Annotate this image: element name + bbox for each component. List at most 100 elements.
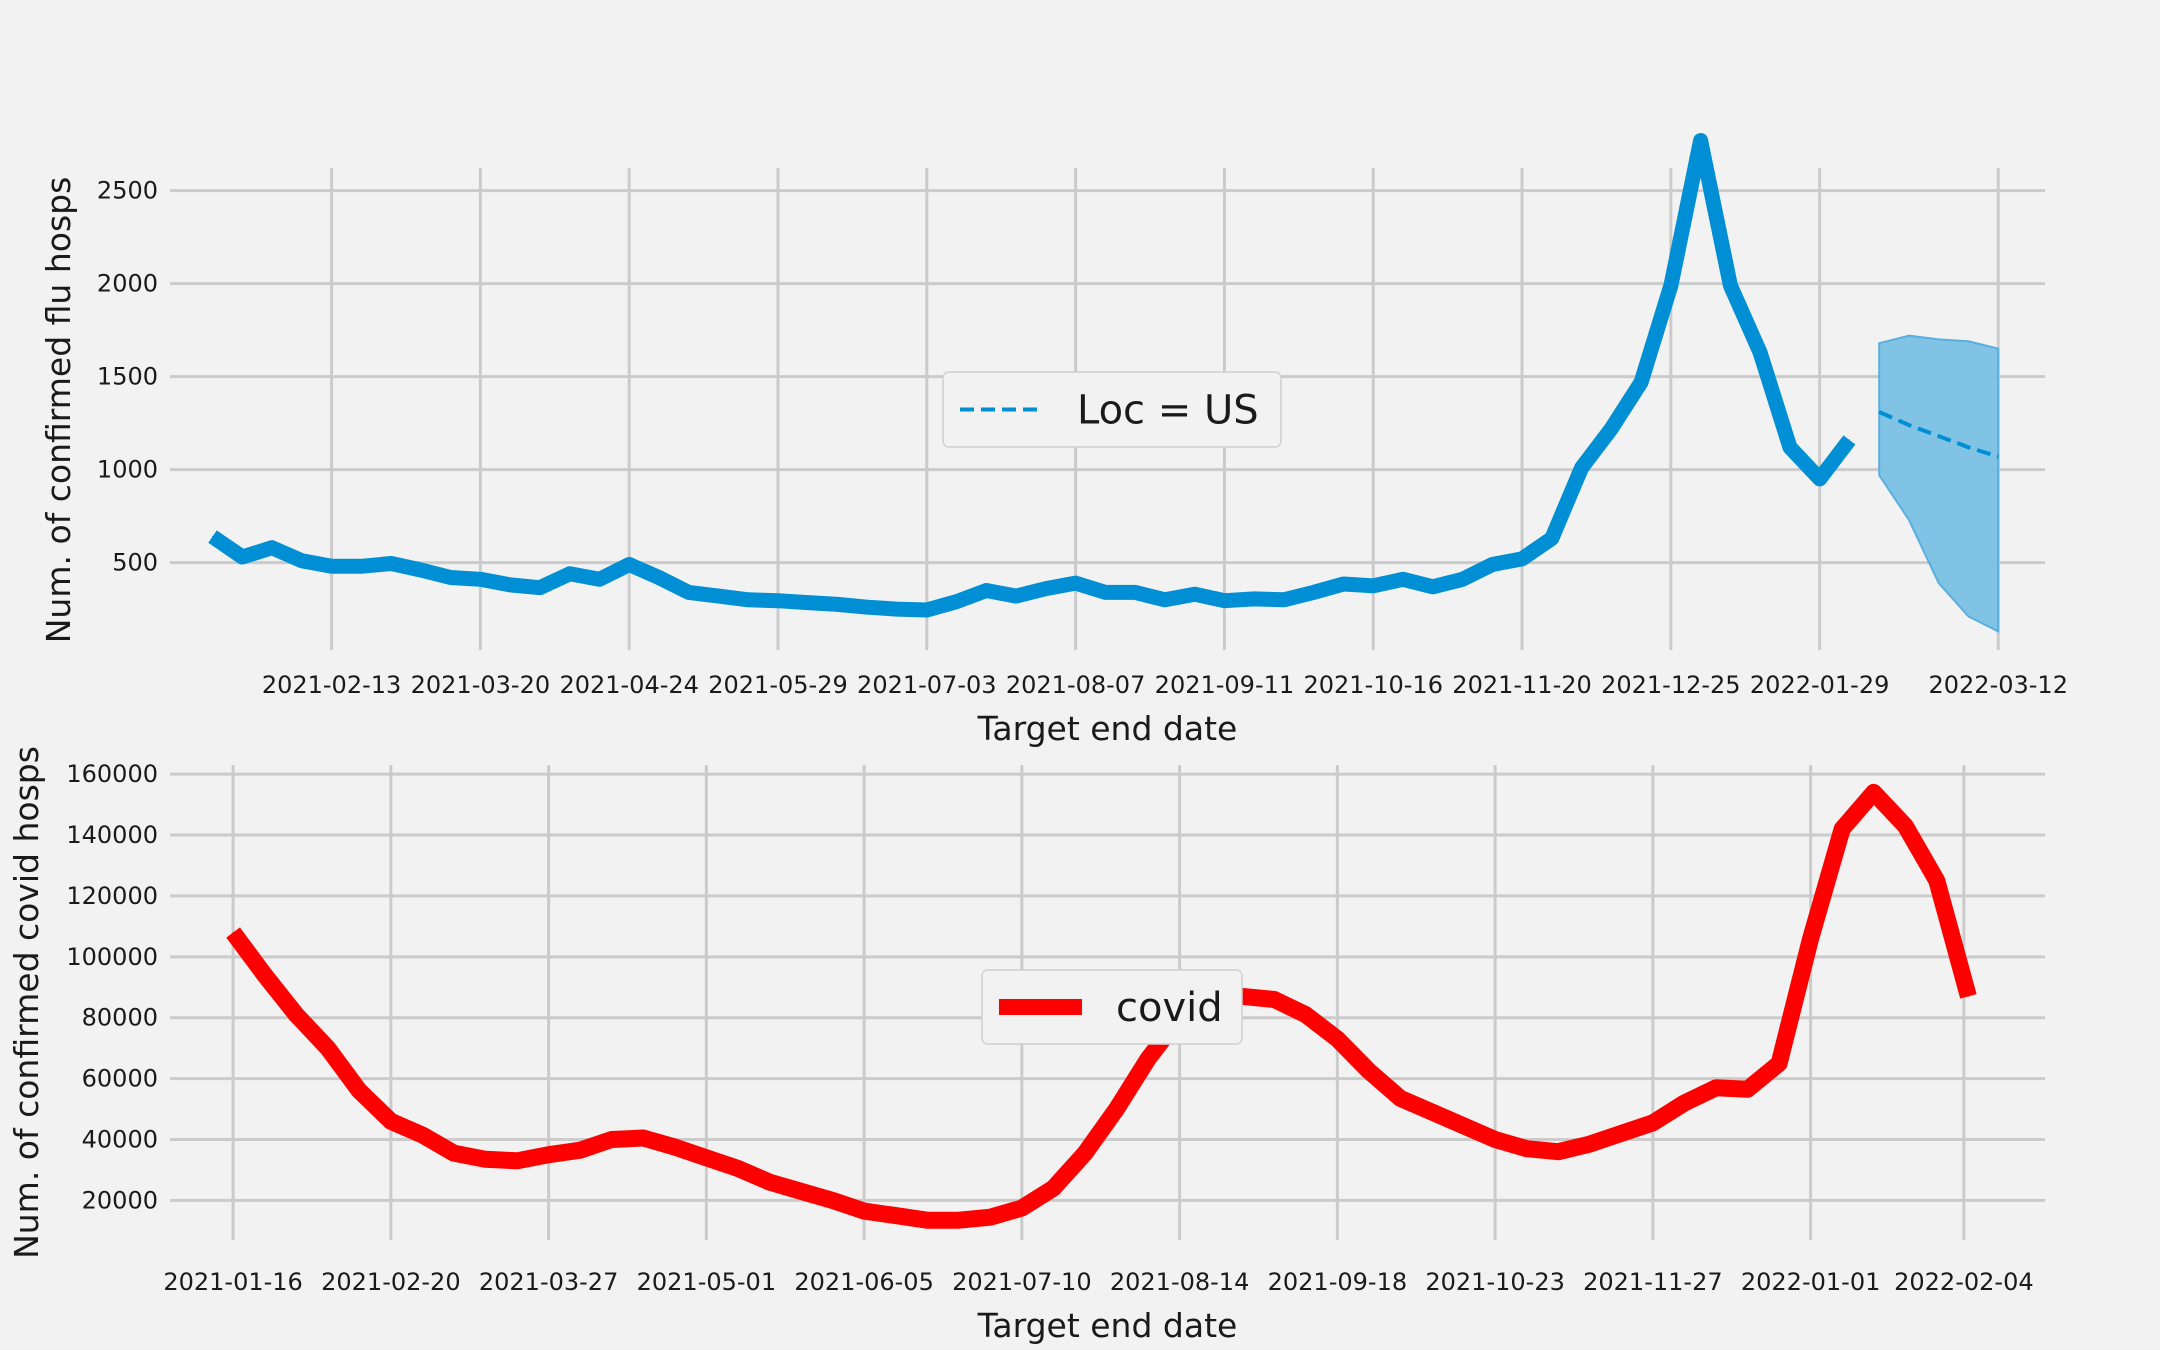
covid-data-points xyxy=(232,791,1969,1221)
flu-data-point xyxy=(896,608,898,610)
covid-data-point xyxy=(1778,1062,1780,1064)
covid-legend: covid xyxy=(981,969,1243,1045)
y-tick-label: 2500 xyxy=(97,177,158,205)
flu-data-point xyxy=(1164,599,1166,601)
x-tick-label: 2022-02-04 xyxy=(1894,1268,2033,1296)
covid-data-point xyxy=(674,1146,676,1148)
flu-x-grid xyxy=(330,168,2000,650)
covid-data-point xyxy=(1683,1102,1685,1104)
flu-data-point xyxy=(1223,600,1225,602)
covid-data-point xyxy=(1463,1125,1465,1127)
flu-legend: Loc = US xyxy=(942,371,1282,448)
flu-data-point xyxy=(926,609,928,611)
covid-data-point xyxy=(1589,1143,1591,1145)
covid-line xyxy=(226,783,1977,1229)
covid-data-point xyxy=(1368,1070,1370,1072)
covid-data-point xyxy=(958,1219,960,1221)
x-tick-label: 2021-02-13 xyxy=(262,671,401,699)
flu-data-point xyxy=(1700,139,1702,141)
flu-data-point xyxy=(658,576,660,578)
covid-data-point xyxy=(1399,1097,1401,1099)
covid-data-point xyxy=(358,1090,360,1092)
flu-data-point xyxy=(717,595,719,597)
covid-data-point xyxy=(327,1047,329,1049)
flu-data-point xyxy=(420,569,422,571)
flu-data-point xyxy=(539,587,541,589)
x-tick-label: 2022-01-01 xyxy=(1741,1268,1880,1296)
covid-y-tick-labels: 20000 40000 60000 80000 100000 120000 140000 16… xyxy=(66,760,158,1214)
x-tick-label: 2021-11-27 xyxy=(1583,1268,1722,1296)
covid-data-point xyxy=(1747,1088,1749,1090)
covid-x-tick-labels: 2021-01-16 2021-02-20 2021-03-27 2021-05-01… xyxy=(163,1268,2033,1296)
flu-data-point xyxy=(1075,582,1077,584)
flu-data-point xyxy=(241,556,243,558)
flu-data-point xyxy=(360,565,362,567)
flu-data-point xyxy=(807,602,809,604)
covid-data-point xyxy=(737,1167,739,1169)
covid-data-point xyxy=(232,931,234,933)
y-tick-label: 120000 xyxy=(66,882,158,910)
flu-data-point xyxy=(390,563,392,565)
flu-data-point xyxy=(1521,558,1523,560)
covid-data-point xyxy=(1336,1038,1338,1040)
y-tick-label: 2000 xyxy=(97,270,158,298)
flu-data-point xyxy=(777,600,779,602)
covid-data-point xyxy=(516,1160,518,1162)
flu-data-point xyxy=(1253,598,1255,600)
covid-data-point xyxy=(1715,1087,1717,1089)
covid-data-point xyxy=(1620,1132,1622,1134)
covid-data-point xyxy=(1810,938,1812,940)
flu-data-point xyxy=(1551,537,1553,539)
x-tick-label: 2021-10-23 xyxy=(1425,1268,1564,1296)
covid-data-point xyxy=(295,1014,297,1016)
covid-data-point xyxy=(800,1190,802,1192)
covid-data-point xyxy=(1147,1058,1149,1060)
covid-data-point xyxy=(1273,998,1275,1000)
x-tick-label: 2021-09-18 xyxy=(1268,1268,1407,1296)
flu-data-point xyxy=(688,591,690,593)
flu-data-point xyxy=(1313,591,1315,593)
flu-observed-line xyxy=(208,133,1856,618)
x-tick-label: 2021-11-20 xyxy=(1452,671,1591,699)
flu-data-point xyxy=(1670,285,1672,287)
x-tick-label: 2021-07-10 xyxy=(952,1268,1091,1296)
covid-data-point xyxy=(1052,1187,1054,1189)
flu-data-point xyxy=(1372,585,1374,587)
flu-legend-box xyxy=(942,371,1282,448)
covid-data-point xyxy=(863,1210,865,1212)
y-tick-label: 140000 xyxy=(66,821,158,849)
covid-data-point xyxy=(485,1158,487,1160)
y-tick-label: 20000 xyxy=(82,1186,158,1214)
flu-data-point xyxy=(866,606,868,608)
x-tick-label: 2021-12-25 xyxy=(1601,671,1740,699)
x-tick-label: 2022-01-29 xyxy=(1750,671,1889,699)
y-tick-label: 1000 xyxy=(97,456,158,484)
flu-data-point xyxy=(1134,591,1136,593)
covid-data-point xyxy=(1431,1111,1433,1113)
covid-legend-box xyxy=(981,969,1243,1045)
covid-data-point xyxy=(989,1216,991,1218)
flu-data-point xyxy=(1819,478,1821,480)
x-tick-label: 2021-09-11 xyxy=(1155,671,1294,699)
covid-data-point xyxy=(1967,995,1969,997)
x-tick-label: 2021-08-07 xyxy=(1006,671,1145,699)
covid-data-point xyxy=(1873,791,1875,793)
x-tick-label: 2021-10-16 xyxy=(1303,671,1442,699)
y-tick-label: 1500 xyxy=(97,363,158,391)
flu-data-point xyxy=(1581,467,1583,469)
flu-data-point xyxy=(1045,588,1047,590)
flu-forecast-point xyxy=(1997,456,1999,458)
covid-data-point xyxy=(453,1152,455,1154)
flu-x-tick-labels: 2021-02-13 2021-03-20 2021-04-24 2021-05-29… xyxy=(262,671,2068,699)
x-tick-label: 2021-04-24 xyxy=(559,671,698,699)
flu-forecast-point xyxy=(1938,435,1940,437)
covid-data-point xyxy=(1305,1014,1307,1016)
flu-data-point xyxy=(479,578,481,580)
flu-data-point xyxy=(212,536,214,538)
x-tick-label: 2022-03-12 xyxy=(1928,671,2067,699)
flu-forecast-interval-band xyxy=(1878,334,2000,634)
covid-data-point xyxy=(1526,1148,1528,1150)
flu-data-point xyxy=(1848,439,1850,441)
flu-forecast-point xyxy=(1908,424,1910,426)
